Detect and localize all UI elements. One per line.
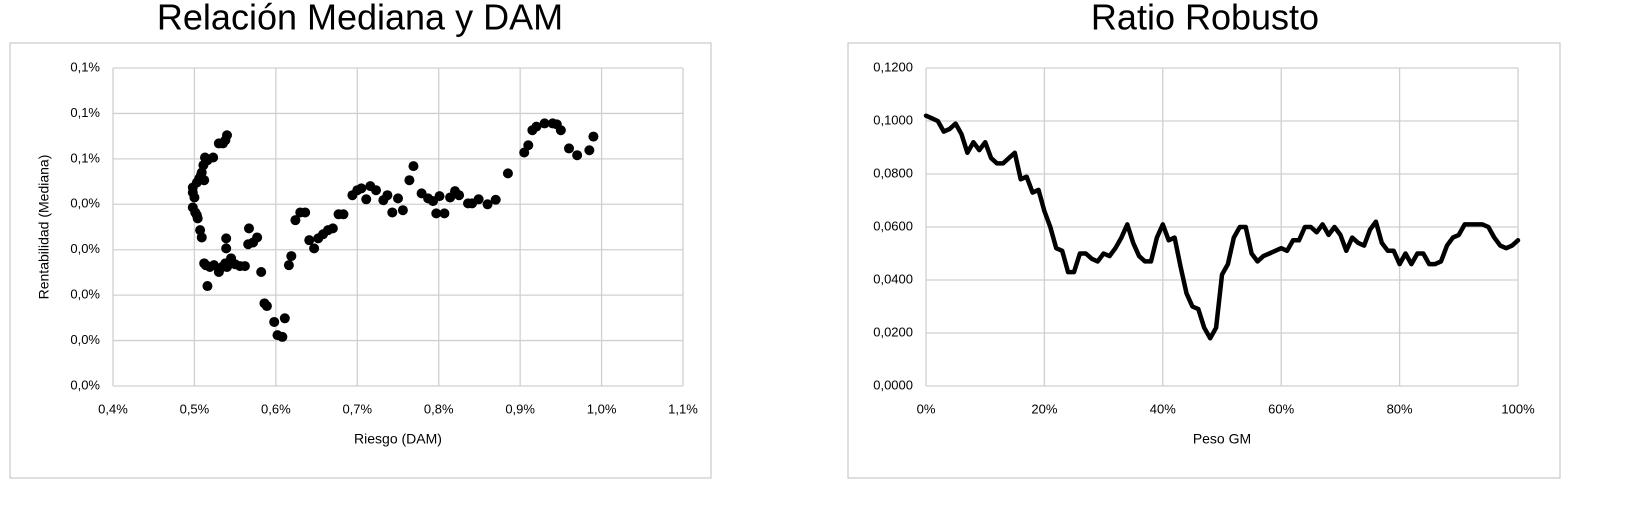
point — [382, 190, 393, 201]
point — [490, 194, 501, 205]
point — [304, 235, 315, 246]
point — [502, 168, 513, 179]
x-tick-label: 100% — [1501, 401, 1535, 416]
y-tick-label: 0,1% — [70, 150, 100, 165]
y-tick-label: 0,0% — [70, 241, 100, 256]
x-tick-label: 0,4% — [98, 401, 128, 416]
point — [277, 331, 288, 342]
y-tick-label: 0,1% — [70, 105, 100, 120]
point — [327, 223, 338, 234]
point — [290, 215, 301, 226]
point — [387, 207, 398, 218]
y-tick-label: 0,1200 — [873, 59, 913, 74]
point — [397, 205, 408, 216]
x-axis-title: Riesgo (DAM) — [354, 431, 442, 447]
point — [454, 190, 465, 201]
point — [222, 130, 232, 141]
chart-frame — [847, 42, 1561, 479]
y-tick-label: 0,0000 — [873, 377, 913, 392]
point — [199, 175, 210, 186]
y-tick-label: 0,1000 — [873, 112, 913, 127]
point — [243, 223, 254, 234]
point — [252, 232, 263, 243]
y-tick-label: 0,0800 — [873, 165, 913, 180]
x-tick-label: 80% — [1387, 401, 1413, 416]
point — [482, 199, 493, 210]
y-tick-label: 0,1% — [70, 59, 100, 74]
point — [356, 183, 367, 194]
x-tick-label: 0,8% — [424, 401, 454, 416]
point — [221, 243, 232, 254]
point — [408, 161, 419, 172]
point — [196, 232, 207, 243]
point — [309, 243, 320, 254]
x-tick-label: 0,7% — [342, 401, 372, 416]
point — [564, 143, 574, 154]
y-tick-label: 0,0200 — [873, 324, 913, 339]
point — [338, 209, 349, 220]
x-tick-label: 0% — [917, 401, 936, 416]
x-tick-label: 1,1% — [668, 401, 698, 416]
x-tick-label: 0,6% — [261, 401, 291, 416]
point — [523, 140, 534, 151]
y-tick-label: 0,0% — [70, 196, 100, 211]
y-tick-label: 0,0% — [70, 287, 100, 302]
x-tick-label: 1,0% — [587, 401, 617, 416]
point — [431, 208, 442, 219]
point — [473, 194, 484, 205]
point — [221, 233, 232, 244]
point — [192, 213, 203, 224]
y-tick-label: 0,0400 — [873, 271, 913, 286]
y-axis-title: Rentabilidad (Mediana) — [36, 155, 52, 300]
point — [555, 125, 566, 136]
y-tick-label: 0,0% — [70, 377, 100, 392]
point — [189, 192, 200, 203]
point — [279, 313, 290, 324]
point — [208, 152, 219, 163]
point — [283, 260, 294, 271]
point — [539, 118, 550, 129]
x-tick-label: 0,9% — [505, 401, 535, 416]
x-tick-label: 20% — [1031, 401, 1057, 416]
point — [434, 191, 445, 202]
point — [519, 147, 530, 158]
chart-frame — [9, 42, 712, 479]
line — [923, 113, 1521, 341]
point — [361, 194, 372, 205]
point — [588, 131, 599, 142]
point — [300, 207, 311, 218]
y-tick-label: 0,0% — [70, 332, 100, 347]
point — [239, 261, 250, 272]
x-tick-label: 60% — [1268, 401, 1294, 416]
chart-title: Ratio Robusto — [1091, 0, 1319, 38]
point — [572, 150, 583, 161]
point — [269, 316, 280, 327]
point — [439, 208, 450, 219]
x-tick-label: 0,5% — [180, 401, 210, 416]
chart-title: Relación Mediana y DAM — [157, 0, 563, 38]
point — [286, 251, 297, 262]
point — [531, 121, 542, 132]
x-axis-title: Peso GM — [1193, 431, 1251, 447]
point — [393, 193, 403, 204]
point — [404, 175, 415, 186]
point — [202, 281, 213, 292]
point — [261, 301, 272, 312]
x-tick-label: 40% — [1150, 401, 1176, 416]
point — [256, 266, 267, 277]
y-tick-label: 0,0600 — [873, 218, 913, 233]
point — [371, 185, 382, 196]
point — [584, 145, 595, 156]
